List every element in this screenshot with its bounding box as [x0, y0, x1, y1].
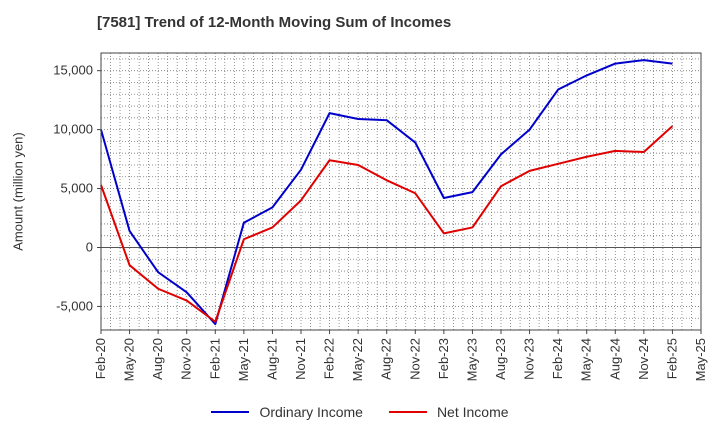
legend: Ordinary Income Net Income	[0, 404, 720, 420]
y-tick-label: 10,000	[53, 122, 93, 137]
legend-item-net-income: Net Income	[388, 404, 509, 420]
x-tick-label: May-20	[122, 338, 137, 381]
x-tick-label: Nov-22	[407, 338, 422, 380]
plot-frame	[100, 52, 702, 331]
legend-label-ordinary-income: Ordinary Income	[259, 404, 363, 420]
x-tick-label: May-22	[350, 338, 365, 381]
x-tick-label: Feb-22	[322, 338, 337, 379]
x-tick-label: Nov-23	[522, 338, 537, 380]
x-tick-label: Aug-24	[607, 338, 622, 380]
y-tick-labels: -5,000 0 5,000 10,000 15,000	[53, 63, 101, 313]
x-tick-label: Feb-25	[664, 338, 679, 379]
x-tick-label: May-25	[693, 338, 708, 381]
x-tick-label: Aug-21	[264, 338, 279, 380]
series-line-net-income	[100, 125, 674, 323]
x-tick-label: Feb-23	[436, 338, 451, 379]
grid-lines	[101, 53, 701, 331]
x-tick-label: May-23	[464, 338, 479, 381]
y-tick-label: -5,000	[56, 298, 93, 313]
legend-item-ordinary-income: Ordinary Income	[211, 404, 363, 420]
x-tick-label: Nov-21	[293, 338, 308, 380]
x-tick-labels: Feb-20 May-20 Aug-20 Nov-20 Feb-21 May-21 Aug-…	[93, 330, 708, 381]
x-tick-label: Aug-23	[493, 338, 508, 380]
x-tick-label: Feb-20	[93, 338, 108, 379]
series-line-ordinary-income	[100, 59, 673, 326]
y-tick-label: 0	[86, 239, 93, 254]
legend-swatch-net-income	[388, 411, 427, 413]
chart-title: [7581] Trend of 12-Month Moving Sum of I…	[97, 14, 452, 31]
x-tick-label: May-21	[236, 338, 251, 381]
legend-label-net-income: Net Income	[436, 404, 509, 420]
x-tick-label: Nov-20	[179, 338, 194, 380]
x-tick-label: Feb-21	[207, 338, 222, 379]
x-tick-label: Feb-24	[550, 338, 565, 379]
x-tick-label: May-24	[579, 338, 594, 381]
y-tick-label: 15,000	[53, 63, 93, 78]
x-tick-label: Aug-20	[150, 338, 165, 380]
x-tick-label: Nov-24	[636, 338, 651, 380]
series-lines	[100, 59, 674, 326]
x-tick-label: Aug-22	[379, 338, 394, 380]
y-axis-label: Amount (million yen)	[10, 132, 25, 251]
legend-swatch-ordinary-income	[211, 411, 250, 413]
y-tick-label: 5,000	[60, 181, 93, 196]
